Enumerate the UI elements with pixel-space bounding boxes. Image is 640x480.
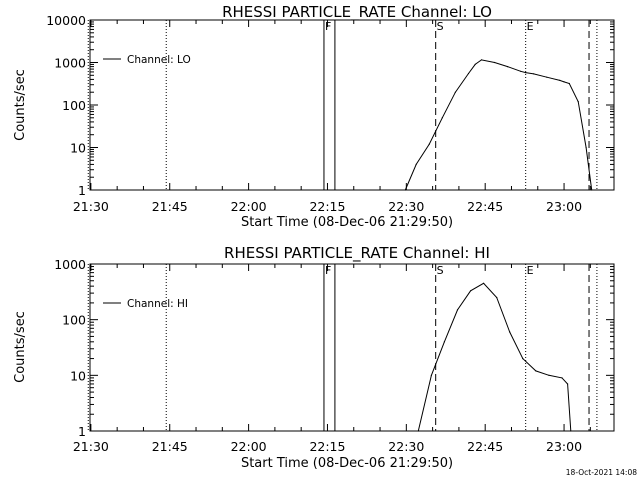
data-point <box>474 63 476 65</box>
x-tick-label: 22:45 <box>467 199 503 214</box>
x-tick-label: 22:00 <box>231 199 267 214</box>
x-tick-label: 23:00 <box>546 439 582 454</box>
data-point <box>567 383 569 385</box>
event-marker-label: S <box>437 20 444 33</box>
data-point <box>404 189 406 191</box>
data-point <box>417 430 419 432</box>
y-tick-label: 10 <box>70 141 86 156</box>
x-tick-label: 21:45 <box>152 199 188 214</box>
data-point <box>494 61 496 64</box>
y-tick-label: 1000 <box>54 56 86 71</box>
data-point <box>470 290 472 292</box>
data-point <box>585 146 587 149</box>
data-point <box>507 66 509 68</box>
data-point <box>456 309 459 311</box>
data-point <box>415 163 417 165</box>
x-tick-label: 22:30 <box>388 439 424 454</box>
data-point <box>591 189 593 191</box>
data-point <box>522 358 524 360</box>
data-point <box>441 117 443 119</box>
data-point <box>570 430 572 432</box>
x-tick-label: 23:00 <box>546 199 582 214</box>
data-point <box>568 82 570 85</box>
event-marker-label: E <box>527 264 534 277</box>
data-point <box>525 72 527 74</box>
y-tick-label: 10 <box>70 368 86 383</box>
data-point <box>467 72 470 75</box>
data-point <box>443 341 445 343</box>
data-point <box>430 374 432 376</box>
y-tick-label: 1000 <box>54 257 86 272</box>
y-tick-label: 1 <box>78 424 86 439</box>
x-tick-label: 22:15 <box>309 439 345 454</box>
chart-title: RHESSI PARTICLE_RATE Channel: HI <box>224 244 490 263</box>
data-point <box>480 59 483 61</box>
data-point <box>546 76 548 78</box>
chart-title: RHESSI PARTICLE_RATE Channel: LO <box>222 3 492 22</box>
data-point <box>563 81 565 83</box>
x-tick-label: 21:30 <box>73 439 109 454</box>
series-line <box>404 59 593 191</box>
data-point <box>535 370 537 372</box>
data-point <box>533 73 535 75</box>
y-tick-label: 100 <box>62 313 86 328</box>
x-tick-label: 22:00 <box>231 439 267 454</box>
data-point <box>496 296 498 299</box>
x-axis-label: Start Time (08-Dec-06 21:29:50) <box>241 456 453 471</box>
data-point <box>428 143 430 145</box>
y-axis-label: Counts/sec <box>13 69 28 141</box>
x-tick-label: 21:30 <box>73 199 109 214</box>
x-axis-label: Start Time (08-Dec-06 21:29:50) <box>241 215 453 230</box>
plot-frame <box>89 19 615 191</box>
y-tick-label: 100 <box>62 98 86 113</box>
data-point <box>548 374 550 376</box>
event-marker-label: E <box>527 20 534 33</box>
event-marker-label: S <box>437 264 444 277</box>
x-tick-label: 22:15 <box>309 199 345 214</box>
series-line <box>417 282 572 432</box>
event-marker-label: F <box>325 264 331 277</box>
y-axis-label: Counts/sec <box>13 311 28 383</box>
x-tick-label: 22:45 <box>467 439 503 454</box>
chart-panel-1: RHESSI PARTICLE_RATE Channel: LO 21:30 21:… <box>13 3 615 230</box>
chart-panel-2: RHESSI PARTICLE_RATE Channel: HI 21:30 21:… <box>13 244 615 471</box>
y-tick-label: 1 <box>78 183 86 198</box>
plot-frame <box>89 263 615 432</box>
legend-label: Channel: LO <box>127 54 191 66</box>
footer-timestamp: 18-Oct-2021 14:08 <box>566 468 637 477</box>
data-point <box>559 79 561 81</box>
x-tick-label: 22:30 <box>388 199 424 214</box>
data-point <box>561 377 563 379</box>
data-point <box>509 331 511 333</box>
x-tick-label: 21:45 <box>152 439 188 454</box>
data-point <box>454 91 456 93</box>
data-point <box>483 282 485 284</box>
event-marker-label: F <box>325 20 331 33</box>
data-point <box>520 70 522 72</box>
data-point <box>577 101 579 103</box>
y-tick-label: 10000 <box>46 13 86 28</box>
legend-label: Channel: HI <box>127 298 188 310</box>
